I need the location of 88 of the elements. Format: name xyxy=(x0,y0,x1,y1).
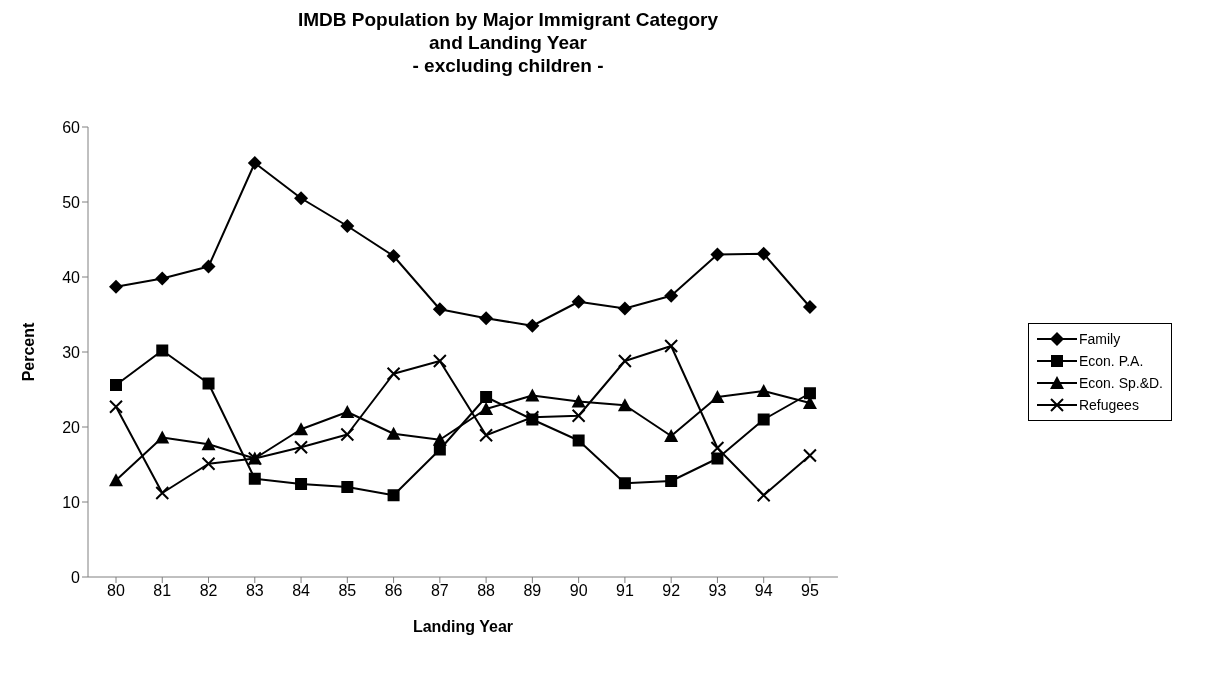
x-tick-label: 91 xyxy=(616,582,634,600)
x-tick-label: 86 xyxy=(384,582,403,600)
point xyxy=(479,402,494,415)
point xyxy=(155,486,170,500)
point xyxy=(432,354,447,368)
y-tick-label: 60 xyxy=(62,118,81,136)
point xyxy=(201,437,216,451)
point xyxy=(525,318,540,333)
point xyxy=(110,379,122,391)
point xyxy=(571,408,586,423)
point xyxy=(571,294,586,309)
x-tick-label: 88 xyxy=(477,582,496,600)
legend-label: Econ. P.A. xyxy=(1078,353,1144,369)
x-tick-label: 81 xyxy=(153,582,172,600)
legend-label: Family xyxy=(1078,331,1121,347)
point xyxy=(756,246,771,261)
point xyxy=(525,388,540,402)
point xyxy=(664,429,679,442)
x-tick-label: 94 xyxy=(754,582,773,600)
point xyxy=(710,390,725,403)
point xyxy=(802,300,817,314)
y-tick-label: 50 xyxy=(62,193,81,211)
point xyxy=(201,456,216,471)
point xyxy=(247,156,262,170)
y-tick-label: 10 xyxy=(62,493,81,511)
point xyxy=(294,191,309,206)
point xyxy=(802,448,817,463)
point xyxy=(201,259,216,274)
legend-label: Refugees xyxy=(1078,397,1139,413)
y-tick-label: 40 xyxy=(62,268,81,286)
x-tick-label: 85 xyxy=(338,582,357,600)
point xyxy=(295,478,308,490)
point xyxy=(664,339,679,353)
point xyxy=(341,481,354,493)
y-tick-label: 0 xyxy=(71,568,81,586)
point xyxy=(803,387,816,400)
point xyxy=(387,489,400,502)
point xyxy=(109,473,123,487)
point xyxy=(665,475,678,487)
point xyxy=(756,384,771,397)
point xyxy=(109,399,123,414)
point xyxy=(710,441,725,455)
x-tick-label: 82 xyxy=(199,582,218,600)
point xyxy=(202,377,215,390)
x-tick-label: 89 xyxy=(523,582,542,600)
point xyxy=(248,472,261,485)
point xyxy=(572,434,585,447)
point xyxy=(340,219,355,233)
chart-title: IMDB Population by Major Immigrant Category and Landing Year - excluding children - xyxy=(296,8,720,77)
point xyxy=(432,302,447,317)
point xyxy=(479,428,494,443)
x-tick-label: 90 xyxy=(569,582,588,600)
point xyxy=(432,432,447,446)
y-tick-label: 30 xyxy=(62,343,81,361)
point xyxy=(711,452,724,465)
x-axis-title: Landing Year xyxy=(412,618,514,635)
point xyxy=(618,477,631,490)
x-tick-label: 83 xyxy=(245,582,264,600)
x-tick-label: 80 xyxy=(107,582,125,600)
point xyxy=(340,427,355,442)
point xyxy=(294,440,309,455)
point xyxy=(756,488,771,503)
point xyxy=(156,344,169,357)
point xyxy=(571,394,586,408)
point xyxy=(386,249,401,263)
point xyxy=(340,405,355,418)
y-axis-title: Percent xyxy=(19,321,37,382)
point xyxy=(155,271,170,286)
point xyxy=(155,430,170,444)
legend-label: Econ. Sp.&D. xyxy=(1078,375,1163,391)
point xyxy=(480,391,493,403)
point xyxy=(617,301,632,316)
x-tick-label: 87 xyxy=(430,582,449,600)
point xyxy=(109,279,123,294)
x-tick-label: 92 xyxy=(662,582,681,600)
point xyxy=(617,398,632,412)
point xyxy=(294,422,309,436)
point xyxy=(710,247,725,262)
x-tick-label: 84 xyxy=(292,582,311,600)
x-tick-label: 95 xyxy=(801,582,819,600)
point xyxy=(386,366,401,381)
point xyxy=(757,413,770,426)
x-tick-label: 93 xyxy=(708,582,727,600)
point xyxy=(479,311,494,326)
point xyxy=(617,354,632,368)
point xyxy=(386,426,401,440)
point xyxy=(664,288,679,303)
y-tick-label: 20 xyxy=(62,418,81,436)
